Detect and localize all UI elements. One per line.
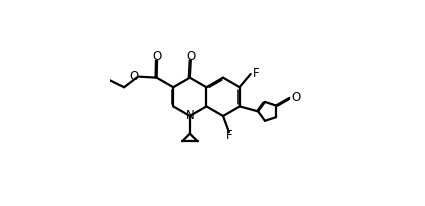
Text: O: O (186, 50, 196, 63)
Text: O: O (129, 70, 139, 83)
Text: F: F (253, 67, 260, 80)
Text: F: F (226, 129, 232, 142)
Text: O: O (153, 50, 162, 63)
Text: O: O (292, 91, 301, 104)
Text: N: N (186, 109, 195, 122)
